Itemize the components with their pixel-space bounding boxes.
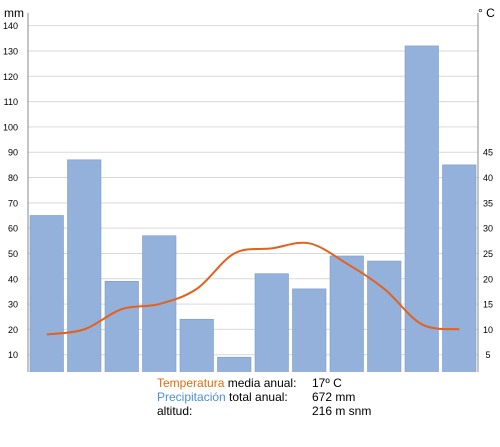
y-left-tick-label: 140 [3,21,18,31]
precipitation-bar [104,280,139,372]
precipitation-bars [29,45,477,372]
y-right-tick-label: 30 [483,224,493,234]
temperature-curve [46,241,460,336]
precipitation-bar [67,159,102,372]
y-right-tick-label: 45 [483,148,493,158]
altitude-caption: altitud: [157,404,193,418]
precipitation-bar [292,288,327,372]
gridlines [28,25,478,356]
y-right-tick-label: 25 [483,249,493,259]
precipitation-word: Precipitación [157,390,226,404]
y-left-tick-label: 30 [8,300,18,310]
precipitation-bar [254,273,289,372]
y-left-tick-label: 60 [8,224,18,234]
precipitation-bar [404,45,439,372]
y-left-tick-label: 130 [3,46,18,56]
tick-labels: 0102030405060708090100110120130140051015… [3,21,493,360]
precipitation-bar [217,356,252,372]
precipitation-bar [179,318,214,372]
axes [27,13,479,372]
y-right-tick-label: 35 [483,198,493,208]
y-left-tick-label: 80 [8,173,18,183]
y-left-tick-label: 120 [3,72,18,82]
climate-chart: 0102030405060708090100110120130140051015… [3,6,495,372]
precipitation-caption: total anual: [225,390,288,404]
y-right-tick-label: 40 [483,173,493,183]
precipitation-bar [329,255,364,372]
y-right-tick-label: 5 [485,350,490,360]
y-right-axis-label: ° C [478,6,495,20]
y-right-tick-label: 10 [483,325,493,335]
precipitation-bar [367,260,402,372]
y-left-tick-label: 50 [8,249,18,259]
y-left-tick-label: 100 [3,122,18,132]
y-left-tick-label: 110 [4,97,18,107]
y-left-axis-label: mm [4,6,24,20]
temperature-value: 17º C [312,376,342,390]
temperature-line [46,241,460,336]
y-right-tick-label: 20 [483,274,493,284]
y-left-tick-label: 40 [8,274,18,284]
y-left-tick-label: 10 [8,350,18,360]
precipitation-bar [442,164,477,372]
y-left-tick-label: 90 [8,148,18,158]
y-left-tick-label: 20 [8,325,18,335]
y-left-tick-label: 70 [8,198,18,208]
temperature-word: Temperatura [157,376,225,390]
precipitation-bar [29,215,64,372]
y-right-tick-label: 15 [483,300,493,310]
precipitation-value: 672 mm [312,390,356,404]
altitude-value: 216 m snm [312,404,372,418]
temperature-caption: media anual: [224,376,297,390]
